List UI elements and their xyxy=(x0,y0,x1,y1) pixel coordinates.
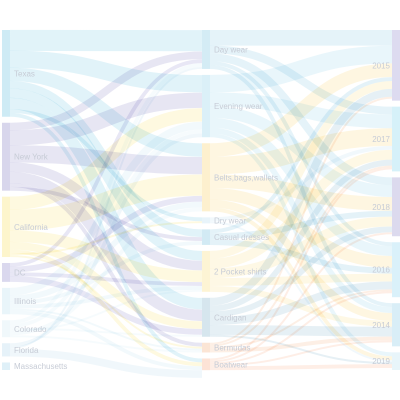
sankey-link xyxy=(209,273,393,286)
sankey-link xyxy=(9,63,203,325)
sankey-node-y2018 xyxy=(392,177,400,237)
sankey-link xyxy=(9,286,203,309)
sankey-node-newyork xyxy=(2,122,10,191)
sankey-node-y2017 xyxy=(392,106,400,172)
sankey-links xyxy=(9,29,393,378)
sankey-node-eveningwear xyxy=(202,74,210,138)
sankey-link xyxy=(209,81,393,259)
sankey-node-label: New York xyxy=(14,153,49,162)
sankey-node-daywear xyxy=(202,30,210,69)
sankey-node-boatwear xyxy=(202,358,210,371)
sankey-link xyxy=(9,162,203,271)
sankey-node-label: Casual dresses xyxy=(214,233,269,242)
sankey-link xyxy=(209,45,393,93)
sankey-node-pocketshirts xyxy=(202,250,210,292)
sankey-link xyxy=(209,77,393,234)
sankey-node-y2019 xyxy=(392,352,400,370)
sankey-node-bermudas xyxy=(202,342,210,353)
sankey-node-label: 2019 xyxy=(372,357,390,366)
sankey-node-label: Boatwear xyxy=(214,360,248,369)
sankey-link xyxy=(9,201,203,302)
sankey-link xyxy=(209,165,393,347)
sankey-node-label: 2 Pocket shirts xyxy=(214,267,266,276)
sankey-node-label: 2016 xyxy=(372,266,390,275)
sankey-node-belts xyxy=(202,143,210,212)
sankey-link xyxy=(9,195,203,273)
sankey-link xyxy=(209,232,393,363)
sankey-link xyxy=(209,226,393,318)
sankey-link xyxy=(9,67,203,349)
sankey-node-colorado xyxy=(2,320,10,338)
sankey-link xyxy=(9,51,203,131)
sankey-node-label: DC xyxy=(14,268,26,277)
sankey-link xyxy=(209,221,393,363)
sankey-labels: Texas New York California DC Illinois Colorad… xyxy=(14,45,391,371)
sankey-node-label: Dry wear xyxy=(214,216,246,225)
sankey-node-cardigans xyxy=(202,297,210,337)
sankey-link xyxy=(209,199,393,321)
sankey-link xyxy=(9,310,203,371)
sankey-link xyxy=(209,289,393,349)
sankey-node-casualdresses xyxy=(202,229,210,245)
sankey-link xyxy=(9,59,203,267)
sankey-link xyxy=(9,272,203,286)
sankey-link xyxy=(9,241,203,329)
sankey-node-label: Texas xyxy=(14,69,35,78)
sankey-node-label: Massachusetts xyxy=(14,362,67,371)
sankey-link xyxy=(9,88,203,261)
sankey-node-y2015 xyxy=(392,30,400,101)
sankey-link xyxy=(209,63,393,157)
sankey-node-massachusetts xyxy=(2,362,10,370)
sankey-link xyxy=(209,145,393,222)
sankey-node-label: Evening wear xyxy=(214,102,263,111)
sankey-link xyxy=(209,96,393,345)
sankey-link xyxy=(209,340,393,367)
sankey-link xyxy=(209,325,393,337)
sankey-link xyxy=(209,167,393,361)
sankey-nodes xyxy=(2,30,400,371)
sankey-link xyxy=(9,255,203,349)
sankey-node-label: Belts,bags,wallets xyxy=(214,173,278,182)
sankey-link xyxy=(209,149,393,269)
sankey-link xyxy=(9,50,203,93)
sankey-node-california xyxy=(2,196,10,258)
sankey-link xyxy=(9,230,203,282)
sankey-node-texas xyxy=(2,30,10,117)
sankey-link xyxy=(9,129,203,328)
sankey-link xyxy=(209,291,393,365)
sankey-link xyxy=(209,128,393,175)
sankey-link xyxy=(9,171,203,322)
sankey-node-label: 2018 xyxy=(372,203,390,212)
sankey-link xyxy=(209,281,393,326)
sankey-link xyxy=(209,210,393,240)
sankey-node-label: 2014 xyxy=(372,321,390,330)
sankey-node-dc xyxy=(2,263,10,282)
sankey-node-illinois xyxy=(2,287,10,315)
sankey-node-y2014 xyxy=(392,303,400,347)
sankey-node-florida xyxy=(2,343,10,357)
sankey-link xyxy=(9,348,203,378)
sankey-node-label: Illinois xyxy=(14,297,36,306)
sankey-link xyxy=(209,88,393,306)
sankey-node-label: Day wear xyxy=(214,45,248,54)
sankey-link xyxy=(209,334,393,365)
sankey-link xyxy=(9,207,203,336)
sankey-node-label: Bermudas xyxy=(214,344,250,353)
sankey-link xyxy=(9,92,203,146)
sankey-link xyxy=(209,364,393,371)
sankey-link xyxy=(209,336,393,353)
sankey-link xyxy=(209,216,393,279)
sankey-node-label: Colorado xyxy=(14,325,47,334)
sankey-node-drywear xyxy=(202,217,210,224)
sankey-node-y2016 xyxy=(392,242,400,298)
sankey-node-label: Cardigan xyxy=(214,313,246,322)
sankey-node-label: 2017 xyxy=(372,135,390,144)
sankey-node-label: 2015 xyxy=(372,61,390,70)
sankey-node-label: California xyxy=(14,223,48,232)
sankey-link xyxy=(209,159,393,312)
sankey-node-label: Florida xyxy=(14,346,39,355)
